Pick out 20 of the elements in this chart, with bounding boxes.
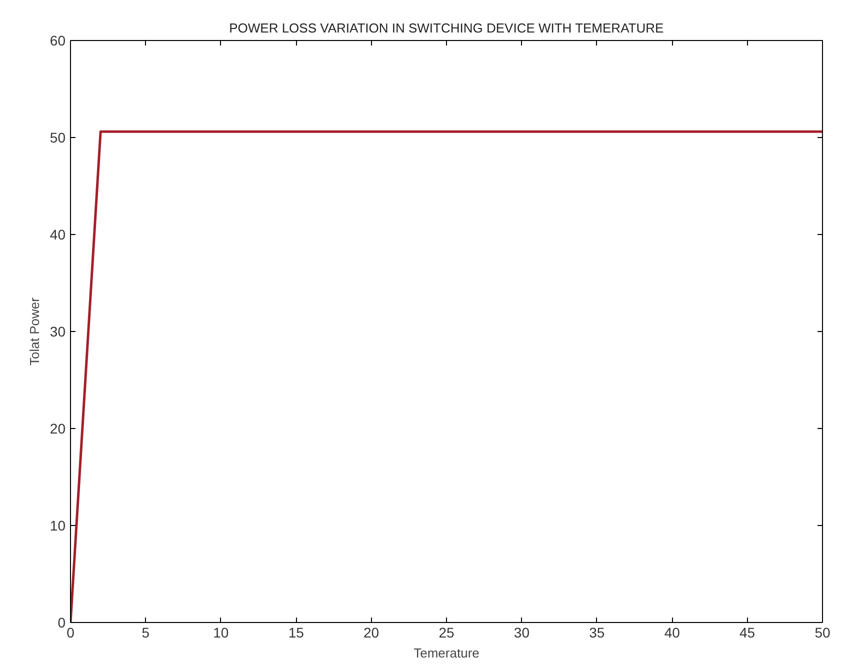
- y-tick-label: 30: [50, 324, 66, 340]
- x-tick-label: 35: [589, 624, 605, 640]
- x-tick-label: 20: [364, 624, 380, 640]
- y-tick-label: 20: [50, 420, 66, 436]
- x-tick-label: 5: [142, 624, 150, 640]
- x-tick-label: 25: [438, 624, 454, 640]
- y-tick-label: 0: [58, 614, 66, 630]
- x-tick-label: 10: [213, 624, 229, 640]
- x-axis-title: Temerature: [414, 646, 480, 660]
- x-tick-label: 40: [664, 624, 680, 640]
- x-tick-label: 50: [814, 624, 830, 640]
- chart-title: POWER LOSS VARIATION IN SWITCHING DEVICE WITH TEMERATURE: [229, 20, 664, 36]
- y-tick-label: 40: [50, 226, 66, 242]
- y-tick-label: 50: [50, 130, 66, 146]
- y-axis-title: Tolat Power: [26, 296, 42, 366]
- x-tick-label: 15: [288, 624, 304, 640]
- x-tick-label: 30: [514, 624, 530, 640]
- y-tick-label: 10: [50, 518, 66, 534]
- y-tick-label: 60: [50, 32, 66, 48]
- x-tick-label: 45: [740, 624, 756, 640]
